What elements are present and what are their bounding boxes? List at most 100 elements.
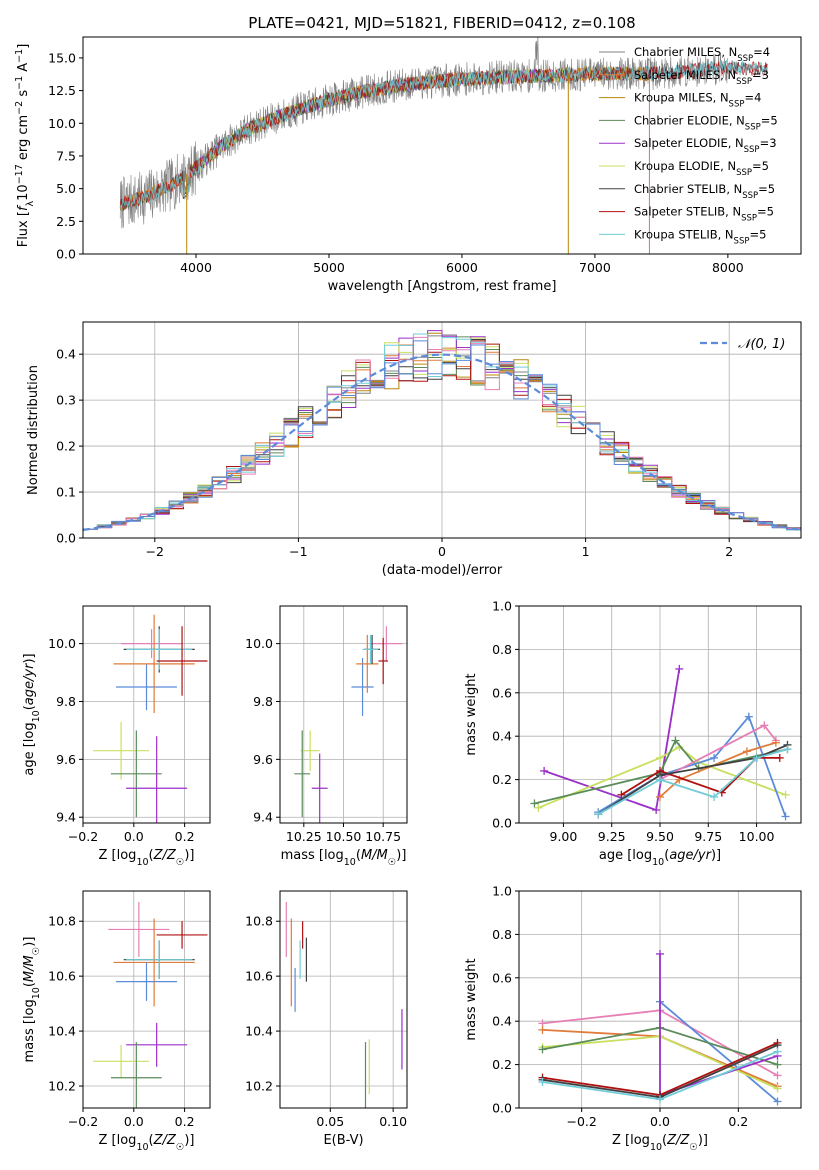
x-tick-label: 0.0: [650, 1114, 670, 1129]
x-tick-label: 10.25: [286, 829, 322, 844]
legend-entry: Chabrier MILES, NSSP=4: [634, 45, 770, 64]
y-tick-label: 10.2: [245, 1079, 273, 1094]
y-tick-label: 0.2: [492, 772, 512, 787]
y-tick-label: 10.0: [48, 116, 76, 131]
y-tick-label: 1.0: [492, 884, 512, 899]
x-tick-label: 0.0: [124, 829, 144, 844]
x-tick-label: 10.50: [326, 829, 362, 844]
legend-entry: Kroupa ELODIE, NSSP=5: [634, 159, 769, 178]
y-tick-label: 10.6: [245, 969, 273, 984]
legend-entry: Chabrier ELODIE, NSSP=5: [634, 113, 778, 132]
x-tick-label: 9.25: [598, 829, 626, 844]
axes-frame: [279, 890, 408, 1109]
histogram-step: [83, 336, 801, 530]
legend-entry: Salpeter ELODIE, NSSP=3: [634, 136, 777, 155]
y-tick-label: 10.8: [48, 914, 76, 929]
y-tick-label: 0.1: [56, 485, 76, 500]
histogram-step: [83, 330, 801, 530]
age_vs_mass-panel: 10.25 10.50 10.75 9.4 9.6 9.8 10.0 mass [log10(…: [245, 605, 408, 868]
x-tick-label: 9.75: [694, 829, 722, 844]
weight_vs_Z-panel: −0.2 0.0 0.2 0.0 0.2 0.4 0.6 0.8 1.0 Z [log10(Z/Z…: [464, 884, 802, 1153]
residuals-plot-area: [83, 322, 801, 538]
y-tick-label: 9.4: [56, 810, 76, 825]
weight-line: [543, 668, 681, 812]
x-tick-label: 0.05: [316, 1114, 344, 1129]
mass_vs_EBV-plot-area: [280, 891, 407, 1108]
y-tick-label: 12.5: [48, 83, 76, 98]
y-tick-label: 10.8: [245, 914, 273, 929]
y-tick-label: 9.8: [56, 694, 76, 709]
x-tick-label: 9.50: [646, 829, 674, 844]
y-tick-label: 10.4: [48, 1024, 76, 1039]
y-axis-label: mass weight: [464, 958, 479, 1040]
x-axis-label: (data-model)/error: [382, 563, 503, 578]
y-tick-label: 0.0: [56, 247, 76, 262]
x-axis-label: Z [log10(Z/Z☉)]: [612, 1133, 708, 1153]
y-tick-label: 0.3: [56, 393, 76, 408]
x-axis-label: wavelength [Angstrom, rest frame]: [328, 279, 557, 294]
x-tick-label: −0.2: [566, 1114, 596, 1129]
y-tick-label: 0.0: [492, 816, 512, 831]
x-tick-label: 0.10: [379, 1114, 407, 1129]
weight_vs_age-panel: 9.00 9.25 9.50 9.75 10.00 0.0 0.2 0.4 0.6 0.8 1.0 a…: [464, 599, 802, 868]
axes-frame: [82, 605, 211, 824]
x-tick-label: 0.2: [728, 1114, 748, 1129]
y-tick-label: 0.2: [56, 439, 76, 454]
y-tick-label: 10.0: [48, 636, 76, 651]
age_vs_Z-panel: −0.2 0.0 0.2 9.4 9.6 9.8 10.0 Z [log10(Z/Z☉)] ag…: [22, 605, 211, 868]
spectrum-data-line: [119, 37, 728, 229]
x-tick-label: −2: [146, 544, 164, 559]
axes-frame: [82, 36, 802, 255]
y-tick-label: 0.4: [56, 347, 76, 362]
y-axis-label: Flux [fλ10−17 erg cm−2 s−1 A−1]: [14, 44, 36, 248]
y-axis-label: mass weight: [464, 673, 479, 755]
x-axis-label: E(B-V): [323, 1133, 363, 1148]
x-tick-label: 0.2: [175, 1114, 195, 1129]
legend-entry: 𝒩(0, 1): [738, 337, 785, 352]
x-axis-label: Z [log10(Z/Z☉)]: [99, 848, 195, 868]
gaussian-curve: [83, 353, 799, 531]
x-tick-label: 0.2: [175, 829, 195, 844]
y-tick-label: 15.0: [48, 50, 76, 65]
y-tick-label: 9.6: [56, 752, 76, 767]
spectrum-legend: Chabrier MILES, NSSP=4 Salpeter MILES, NS…: [599, 45, 778, 246]
y-tick-label: 2.5: [56, 214, 76, 229]
y-tick-label: 0.0: [56, 531, 76, 546]
x-tick-label: 10.75: [365, 829, 401, 844]
histogram-step: [83, 340, 801, 530]
x-axis-label: mass [log10(M/M☉)]: [281, 848, 407, 868]
spectrum-panel: 4000 5000 6000 7000 8000 0.0 2.5 5.0 7.5 10.0 12.5…: [14, 36, 802, 294]
y-tick-label: 10.4: [245, 1024, 273, 1039]
mass_vs_EBV-panel: 0.05 0.10 10.2 10.4 10.6 10.8 E(B-V): [245, 890, 408, 1148]
weight_vs_age-plot-area: [519, 606, 801, 823]
y-axis-label: mass [log10(M/M☉)]: [22, 937, 42, 1063]
x-tick-label: 0: [438, 544, 446, 559]
y-tick-label: 5.0: [56, 181, 76, 196]
weight-line: [597, 714, 787, 817]
x-tick-label: 10.00: [739, 829, 775, 844]
y-tick-label: 0.0: [492, 1101, 512, 1116]
y-tick-label: 0.8: [492, 642, 512, 657]
y-tick-label: 10.6: [48, 969, 76, 984]
residuals-panel: −2 −1 0 1 2 0.0 0.1 0.2 0.3 0.4 (data-model)/error…: [26, 321, 802, 578]
legend-entry: Chabrier STELIB, NSSP=5: [634, 182, 775, 201]
figure-title: PLATE=0421, MJD=51821, FIBERID=0412, z=0…: [248, 14, 635, 32]
legend-entry: Salpeter STELIB, NSSP=5: [634, 205, 774, 224]
y-tick-label: 0.6: [492, 970, 512, 985]
x-tick-label: 1: [582, 544, 590, 559]
legend-entry: Salpeter MILES, NSSP=3: [634, 68, 769, 87]
axes-frame: [82, 890, 211, 1109]
x-axis-label: Z [log10(Z/Z☉)]: [99, 1133, 195, 1153]
x-tick-label: 9.00: [550, 829, 578, 844]
legend-entry: Kroupa MILES, NSSP=4: [634, 91, 761, 110]
y-tick-label: 9.6: [253, 752, 273, 767]
y-tick-label: 0.4: [492, 729, 512, 744]
y-tick-label: 0.8: [492, 927, 512, 942]
age_vs_mass-plot-area: [280, 606, 407, 823]
y-tick-label: 0.4: [492, 1014, 512, 1029]
x-tick-label: 2: [725, 544, 733, 559]
weight-line: [597, 744, 788, 816]
x-tick-label: 5000: [313, 260, 345, 275]
y-tick-label: 9.8: [253, 694, 273, 709]
